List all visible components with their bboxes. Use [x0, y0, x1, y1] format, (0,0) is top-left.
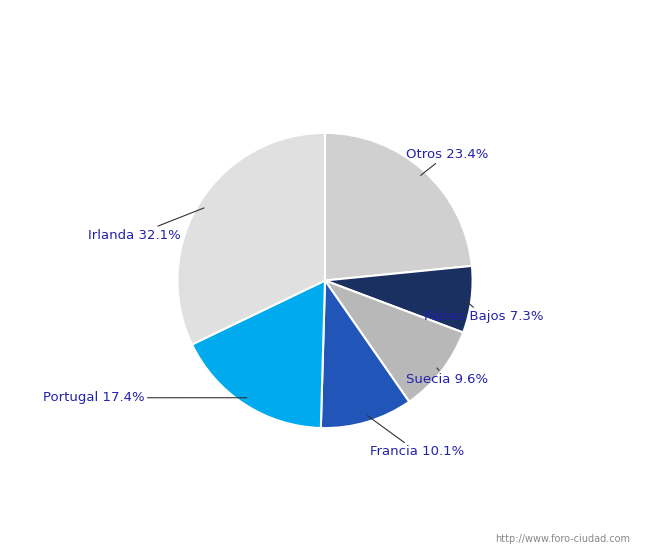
Text: Niebla - Turistas extranjeros según país - Agosto de 2024: Niebla - Turistas extranjeros según país…: [96, 15, 554, 31]
Wedge shape: [321, 280, 410, 428]
Text: Francia 10.1%: Francia 10.1%: [367, 416, 464, 458]
Text: Portugal 17.4%: Portugal 17.4%: [43, 391, 247, 404]
Text: Suecia 9.6%: Suecia 9.6%: [406, 368, 488, 386]
Wedge shape: [177, 133, 325, 344]
Wedge shape: [325, 280, 463, 402]
Text: Otros 23.4%: Otros 23.4%: [406, 148, 489, 175]
Text: Países Bajos 7.3%: Países Bajos 7.3%: [424, 300, 543, 323]
Wedge shape: [325, 266, 473, 333]
Wedge shape: [325, 133, 472, 280]
Text: http://www.foro-ciudad.com: http://www.foro-ciudad.com: [495, 535, 630, 544]
Wedge shape: [192, 280, 325, 428]
Text: Irlanda 32.1%: Irlanda 32.1%: [88, 208, 204, 242]
